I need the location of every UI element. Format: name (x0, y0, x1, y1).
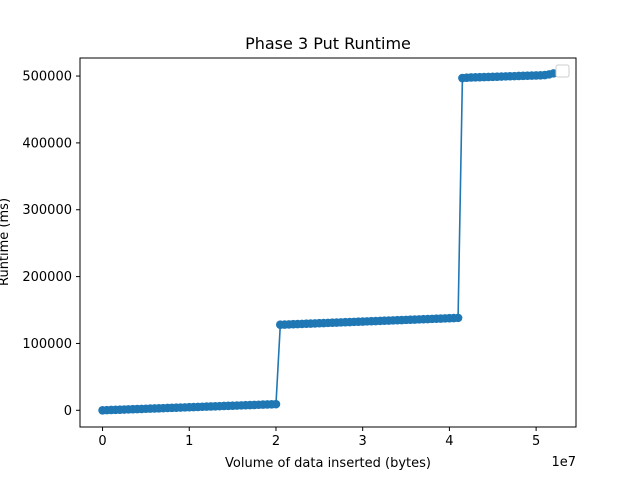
x-tick-label: 2 (272, 434, 280, 449)
x-tick-label: 5 (532, 434, 540, 449)
x-tick-label: 4 (445, 434, 453, 449)
chart-title: Phase 3 Put Runtime (245, 34, 411, 53)
y-tick-label: 200000 (22, 270, 72, 285)
x-axis-ticks: 0 1 2 3 4 5 (98, 427, 540, 449)
x-tick-label: 1 (185, 434, 193, 449)
series-layer (98, 69, 558, 415)
x-tick-label: 0 (98, 434, 106, 449)
data-point (271, 399, 281, 409)
y-tick-label: 500000 (22, 70, 72, 85)
plot-frame (79, 57, 577, 428)
y-tick-label: 400000 (22, 136, 72, 151)
y-tick-label: 0 (64, 404, 72, 419)
data-point (453, 313, 463, 323)
y-tick-label: 300000 (22, 203, 72, 218)
y-tick-label: 100000 (22, 337, 72, 352)
y-axis-ticks: 0 100000 200000 300000 400000 500000 (22, 70, 80, 419)
x-axis-label: Volume of data inserted (bytes) (225, 456, 431, 471)
x-tick-label: 3 (359, 434, 367, 449)
y-axis-label: Runtime (ms) (0, 198, 12, 286)
legend-box (555, 64, 570, 78)
x-axis-offset-label: 1e7 (551, 455, 576, 470)
